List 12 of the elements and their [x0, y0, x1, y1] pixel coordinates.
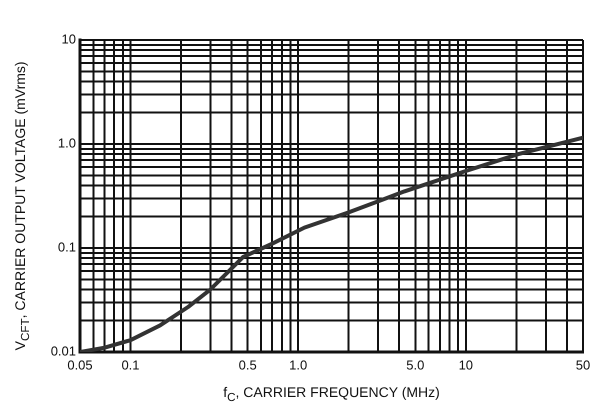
y-tick-label: 0.01: [50, 344, 76, 359]
x-tick-label: 0.05: [67, 357, 93, 372]
y-tick-label: 10: [62, 32, 76, 47]
y-tick-label: 1.0: [58, 136, 76, 151]
x-tick-label: 0.1: [121, 357, 140, 372]
x-tick-label: 1.0: [289, 357, 308, 372]
x-tick-label: 10: [458, 357, 474, 372]
x-axis-title: f$_{C}$, CARRIER FREQUENCY (MHz): [222, 384, 441, 404]
x-tick-label: 5.0: [406, 357, 424, 372]
x-tick-label: 50: [576, 357, 590, 372]
x-tick-label: 0.5: [238, 357, 257, 372]
y-tick-label: 0.1: [58, 240, 76, 255]
